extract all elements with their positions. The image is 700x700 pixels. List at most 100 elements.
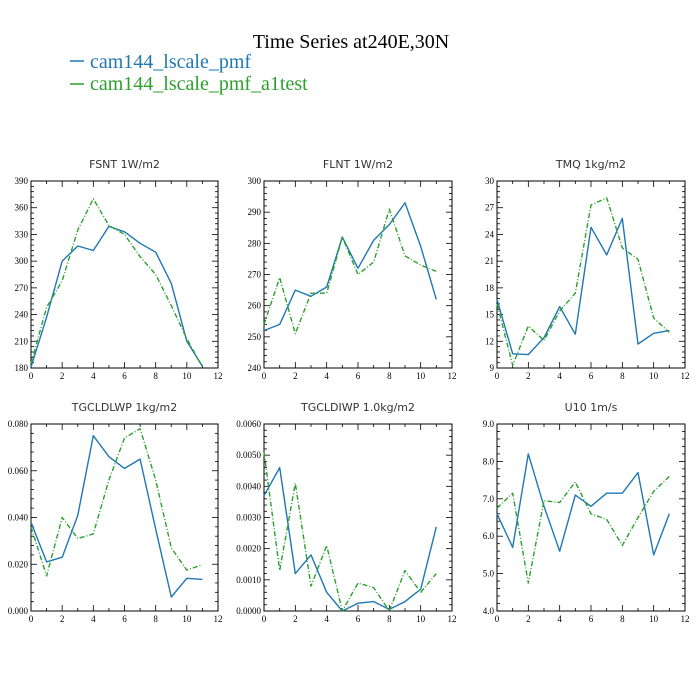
panel-title: TGCLDIWP 1.0kg/m2 (300, 401, 415, 414)
y-tick-label: 15 (485, 310, 495, 320)
y-tick-label: 250 (248, 332, 262, 342)
y-tick-label: 330 (15, 229, 29, 239)
series-line-1 (496, 217, 670, 356)
y-tick-label: 9 (490, 363, 495, 373)
y-tick-label: 4.0 (483, 606, 495, 616)
y-tick-label: 6.0 (483, 531, 495, 541)
chart-panel-2: FLNT 1W/m2 0 2 4 6 8 10 12 240 250 260 270 280 290 300 (248, 158, 457, 381)
series-line-2 (263, 208, 437, 335)
x-tick-label: 2 (526, 614, 531, 624)
x-tick-label: 0 (495, 371, 500, 381)
x-tick-label: 2 (293, 614, 298, 624)
y-tick-label: 9.0 (483, 419, 495, 429)
series-line-2 (30, 428, 203, 577)
legend: cam144_lscale_pmf cam144_lscale_pmf_a1te… (70, 51, 308, 95)
y-tick-label: 260 (248, 301, 262, 311)
x-tick-label: 12 (214, 371, 223, 381)
x-tick-label: 0 (29, 371, 34, 381)
y-tick-label: 0.060 (8, 466, 29, 476)
chart-panel-6: U10 1m/s 0 2 4 6 8 10 12 4.0 5.0 6.0 7.0 8.0 9.0 (483, 401, 690, 624)
x-tick-label: 8 (620, 614, 625, 624)
x-tick-label: 12 (448, 614, 457, 624)
y-tick-label: 0.040 (8, 513, 29, 523)
y-tick-label: 390 (15, 176, 29, 186)
y-tick-label: 30 (485, 176, 495, 186)
x-tick-label: 10 (182, 371, 192, 381)
series-line-2 (496, 475, 670, 584)
x-tick-label: 10 (649, 614, 659, 624)
y-tick-label: 180 (15, 363, 29, 373)
y-tick-label: 8.0 (483, 456, 495, 466)
plot-frame (263, 423, 453, 612)
series-line-1 (263, 466, 437, 612)
x-tick-label: 8 (153, 371, 158, 381)
x-tick-label: 0 (262, 614, 267, 624)
y-tick-label: 12 (485, 336, 494, 346)
x-tick-label: 4 (91, 371, 96, 381)
plot-frame (496, 423, 686, 612)
y-tick-label: 21 (485, 256, 494, 266)
x-tick-label: 8 (387, 614, 392, 624)
y-tick-label: 0.0010 (236, 575, 261, 585)
panel-title: FLNT 1W/m2 (323, 158, 393, 171)
x-tick-label: 8 (387, 371, 392, 381)
y-tick-label: 0.0060 (236, 419, 261, 429)
x-tick-label: 4 (91, 614, 96, 624)
y-tick-label: 360 (15, 203, 29, 213)
series-line-2 (496, 197, 670, 366)
legend-label-series-1: cam144_lscale_pmf (90, 51, 251, 73)
y-tick-label: 0.0020 (236, 544, 261, 554)
plot-frame (496, 180, 686, 369)
x-tick-label: 2 (60, 614, 65, 624)
y-tick-label: 0.0050 (236, 450, 261, 460)
x-tick-label: 0 (262, 371, 267, 381)
x-tick-label: 2 (60, 371, 65, 381)
y-tick-label: 0.000 (8, 606, 29, 616)
x-tick-label: 2 (526, 371, 531, 381)
x-tick-label: 12 (681, 371, 690, 381)
y-tick-label: 290 (248, 207, 262, 217)
x-tick-label: 4 (324, 614, 329, 624)
x-tick-label: 6 (356, 614, 361, 624)
y-tick-label: 24 (485, 229, 495, 239)
series-line-1 (263, 202, 437, 332)
chart-panel-1: FSNT 1W/m2 0 2 4 6 8 10 12 180 210 240 270 300 330 360… (15, 158, 223, 381)
x-tick-label: 6 (122, 614, 127, 624)
chart-panel-4: TGCLDLWP 1kg/m2 0 2 4 6 8 10 12 0.000 0.020 0.040 0… (8, 401, 223, 624)
y-tick-label: 280 (248, 238, 262, 248)
series-line-1 (496, 453, 670, 556)
series-line-1 (30, 435, 203, 598)
x-tick-label: 6 (122, 371, 127, 381)
y-tick-label: 300 (15, 256, 29, 266)
x-tick-label: 6 (356, 371, 361, 381)
plot-frame (263, 180, 453, 369)
plot-frame (30, 423, 219, 612)
x-tick-label: 12 (448, 371, 457, 381)
y-tick-label: 0.080 (8, 419, 29, 429)
chart-panels: FSNT 1W/m20 2 4 6 8 10 12180210240270300330360… (8, 158, 690, 624)
y-tick-label: 0.0030 (236, 513, 261, 523)
y-tick-label: 0.020 (8, 559, 29, 569)
x-tick-label: 6 (589, 371, 594, 381)
y-tick-label: 270 (15, 283, 29, 293)
y-tick-label: 5.0 (483, 569, 495, 579)
series-line-2 (30, 198, 204, 368)
x-tick-label: 12 (214, 614, 223, 624)
x-tick-label: 4 (557, 614, 562, 624)
x-tick-label: 10 (416, 371, 426, 381)
x-tick-label: 10 (416, 614, 426, 624)
x-tick-label: 12 (681, 614, 690, 624)
y-tick-label: 270 (248, 270, 262, 280)
series-line-1 (30, 225, 203, 368)
y-tick-label: 18 (485, 283, 495, 293)
y-tick-label: 300 (248, 176, 262, 186)
figure-title: Time Series at240E,30N (253, 31, 449, 53)
panel-title: U10 1m/s (565, 401, 618, 414)
x-tick-label: 8 (153, 614, 158, 624)
x-tick-label: 0 (29, 614, 34, 624)
y-tick-label: 0.0000 (236, 606, 261, 616)
x-tick-label: 0 (495, 614, 500, 624)
panel-title: TGCLDLWP 1kg/m2 (71, 401, 177, 414)
